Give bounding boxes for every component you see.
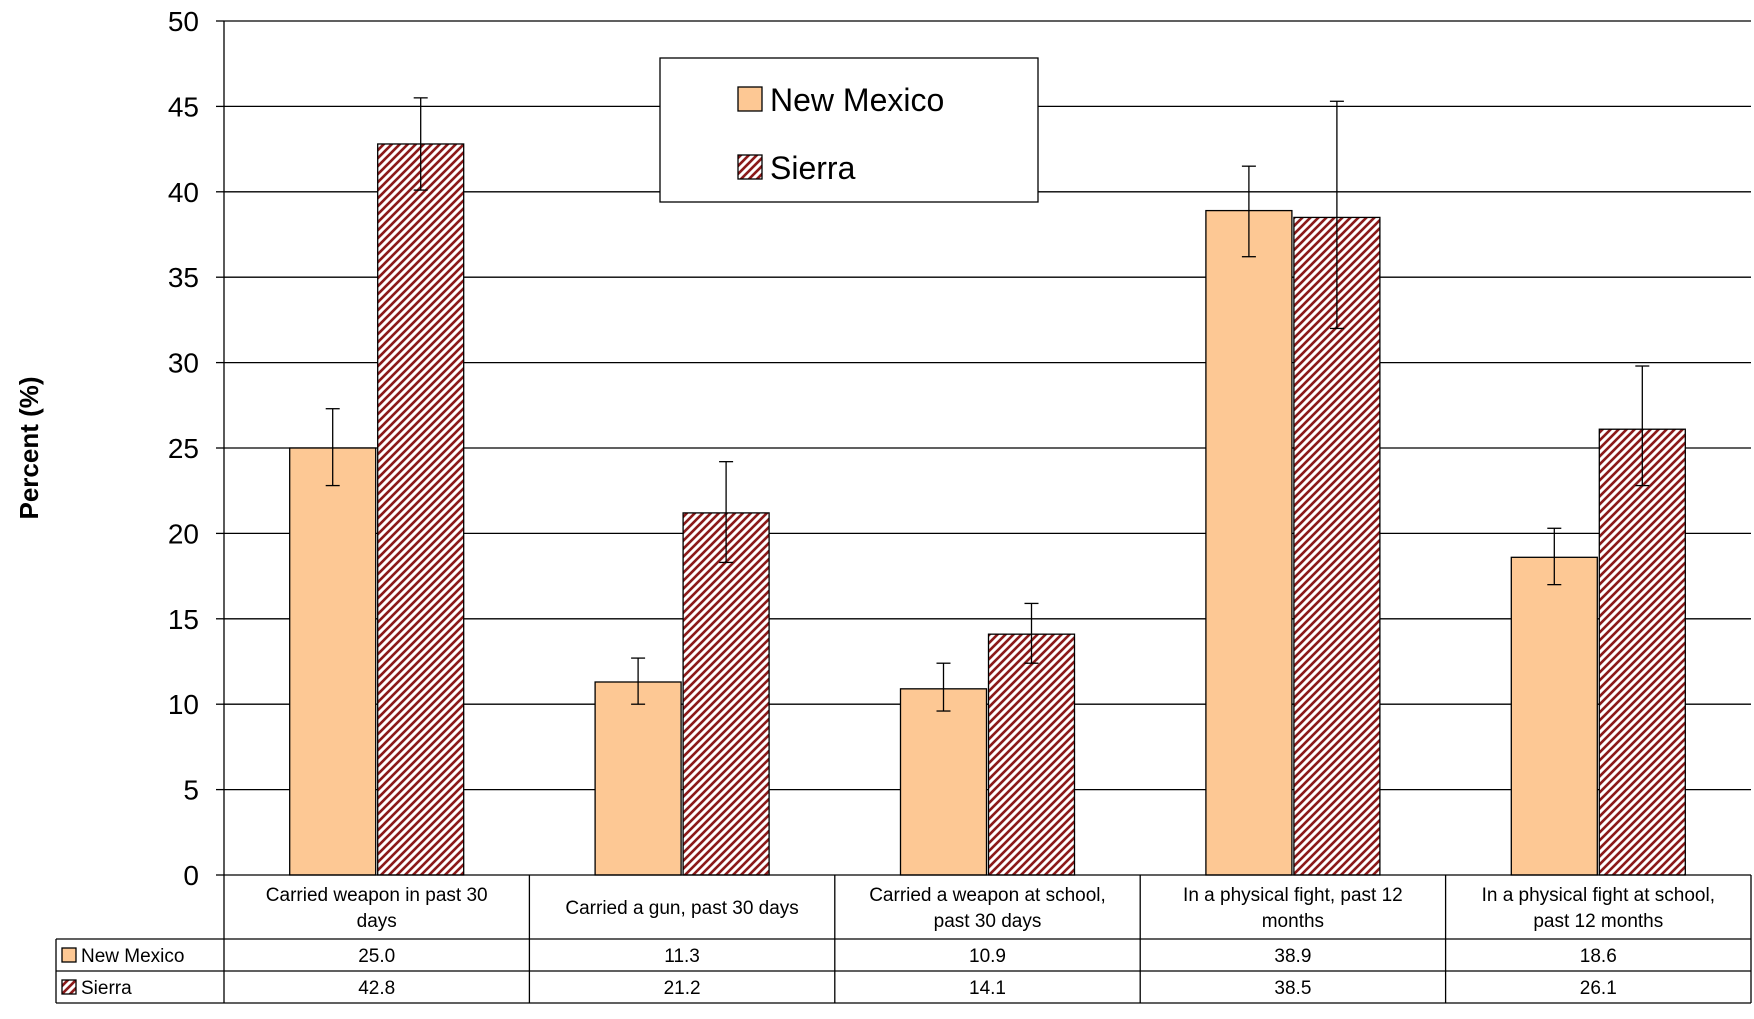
y-tick-label: 25 [168,433,199,464]
y-tick-label: 30 [168,348,199,379]
y-tick-label: 35 [168,262,199,293]
bar-sierra [682,512,770,876]
legend-swatch [737,86,763,112]
bar-new-mexico [899,688,988,876]
category-label: past 30 days [934,911,1042,932]
table-value: 21.2 [664,978,701,999]
table-value: 38.9 [1274,946,1311,967]
category-label: Carried a gun, past 30 days [565,898,798,919]
legend-label: New Mexico [770,82,944,118]
category-label: In a physical fight at school, [1482,885,1715,906]
y-tick-label: 15 [168,604,199,635]
table-value: 14.1 [969,978,1006,999]
bars [289,143,1686,876]
table-value: 38.5 [1274,978,1311,999]
y-tick-label: 20 [168,518,199,549]
y-tick-label: 40 [168,177,199,208]
category-label: days [357,911,397,932]
table-value: 25.0 [358,946,395,967]
y-tick-label: 50 [168,6,199,37]
table-value: 26.1 [1580,978,1617,999]
data-table: Carried weapon in past 30 days Carried a g… [55,874,1752,1004]
table-value: 42.8 [358,978,395,999]
table-value: 18.6 [1580,946,1617,967]
table-series-name: New Mexico [81,946,184,967]
bar-new-mexico [1205,209,1293,876]
category-label: months [1262,911,1324,932]
bar-sierra [377,143,465,876]
table-legend-key [61,947,77,963]
table-value: 11.3 [664,946,700,967]
bar-sierra [987,633,1076,876]
category-label: In a physical fight, past 12 [1183,885,1403,906]
legend: New Mexico Sierra [659,57,1039,203]
legend-swatch [737,154,763,180]
y-axis-label: Percent (%) [14,376,44,519]
legend-box [659,57,1039,203]
category-label: past 12 months [1533,911,1663,932]
y-tick-label: 0 [183,860,199,891]
category-label: Carried a weapon at school, [869,885,1106,906]
bar-new-mexico [594,681,682,876]
error-bars [325,97,1650,712]
y-tick-label: 5 [183,775,199,806]
table-value: 10.9 [969,946,1006,967]
table-legend-key [61,979,77,995]
legend-label: Sierra [770,150,856,186]
table-series-name: Sierra [81,978,132,999]
bar-new-mexico [289,447,377,876]
y-tick-label: 10 [168,689,199,720]
category-label: Carried weapon in past 30 [266,885,488,906]
bar-new-mexico [1510,556,1598,876]
bar-sierra [1598,428,1686,876]
y-axis-ticks: 0 5 10 15 20 25 30 35 40 45 50 [168,6,199,891]
y-tick-label: 45 [168,91,199,122]
